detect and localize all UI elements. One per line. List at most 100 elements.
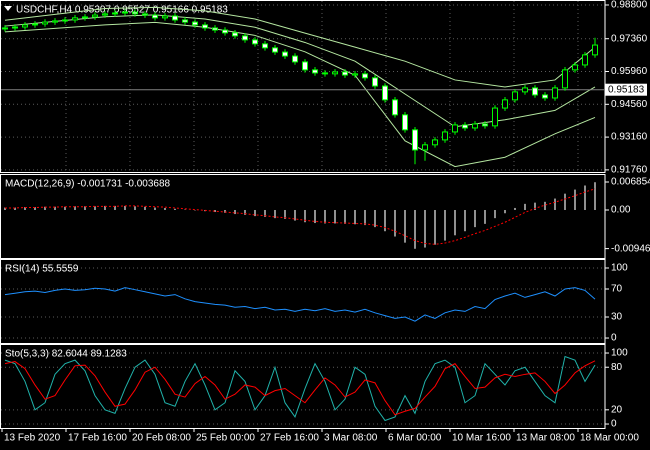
candle-body: [22, 24, 28, 28]
bollinger-band: [4, 6, 596, 88]
indicator-line: [4, 287, 596, 322]
y-tick-label: 0.91760: [611, 165, 648, 176]
candle-body: [342, 71, 348, 76]
candle-body: [152, 14, 158, 19]
candle-body: [292, 55, 298, 63]
candle-body: [272, 47, 278, 53]
panel-title: MACD(12,26,9) -0.001731 -0.003688: [5, 179, 171, 190]
y-tick-label: 0.006854: [611, 177, 650, 188]
y-tick-label: 80: [611, 362, 623, 373]
candle-body: [62, 19, 68, 22]
candle-body: [162, 15, 168, 19]
candle-body: [222, 29, 228, 34]
x-tick-label: 20 Feb 08:00: [132, 433, 191, 444]
y-tick-label: 30: [611, 312, 623, 323]
candle-body: [112, 12, 118, 15]
candle-body: [172, 15, 178, 21]
candle-body: [532, 87, 538, 96]
candle-body: [502, 99, 508, 109]
candle-body: [282, 51, 288, 57]
candle-body: [12, 26, 18, 29]
x-tick-label: 27 Feb 16:00: [260, 433, 319, 444]
candle-body: [322, 72, 328, 75]
current-price-box: [605, 83, 647, 96]
x-tick-label: 13 Mar 08:00: [516, 433, 575, 444]
y-tick-label: 0.94560: [611, 99, 648, 110]
candle-body: [32, 23, 38, 26]
y-tick-label: 20: [611, 404, 623, 415]
candle-body: [372, 77, 378, 87]
candle-body: [492, 107, 498, 127]
x-tick-label: 13 Feb 2020: [4, 433, 61, 444]
y-tick-label: 100: [611, 348, 628, 359]
candle-body: [242, 35, 248, 41]
candle-body: [302, 61, 308, 71]
candle-body: [402, 114, 408, 131]
candle-body: [422, 144, 428, 151]
candle-body: [482, 123, 488, 127]
candle-body: [42, 21, 48, 25]
bollinger-band: [4, 21, 596, 168]
candle-body: [262, 43, 268, 49]
candle-body: [142, 13, 148, 16]
candle-body: [122, 11, 128, 14]
candle-body: [232, 32, 238, 37]
candle-body: [82, 16, 88, 19]
y-tick-label: 0.00: [611, 205, 631, 216]
y-tick-label: 0.98800: [611, 0, 648, 11]
indicator-line: [4, 355, 596, 422]
candle-body: [592, 44, 598, 56]
y-tick-label: 0.97360: [611, 33, 648, 44]
x-tick-label: 6 Mar 00:00: [388, 433, 442, 444]
candle-body: [362, 73, 368, 79]
current-price-label: 0.95183: [608, 84, 645, 95]
candle-body: [52, 20, 58, 23]
y-tick-label: 0: [611, 419, 617, 430]
menu-triangle: [4, 6, 12, 11]
candle-body: [92, 14, 98, 18]
candle-body: [552, 87, 558, 99]
y-tick-label: 0.93160: [611, 132, 648, 143]
x-tick-label: 17 Feb 16:00: [68, 433, 127, 444]
candle-body: [432, 139, 438, 146]
candle-body: [452, 124, 458, 133]
candle-body: [2, 27, 8, 30]
candle-body: [192, 21, 198, 26]
y-tick-label: 100: [611, 263, 628, 274]
x-tick-label: 3 Mar 08:00: [324, 433, 378, 444]
panel-frame: [0, 174, 606, 259]
y-tick-label: 70: [611, 284, 623, 295]
candle-body: [412, 129, 418, 151]
candle-body: [542, 94, 548, 99]
candle-body: [72, 17, 78, 21]
candle-body: [252, 39, 258, 45]
panel-title: Sto(5,3,3) 82.6044 89.1283: [5, 349, 127, 360]
indicator-line: [4, 360, 596, 416]
candle-body: [312, 69, 318, 74]
panel-frame: [0, 259, 606, 344]
candle-body: [562, 69, 568, 89]
candle-body: [182, 19, 188, 23]
candle-body: [572, 64, 578, 71]
candle-body: [212, 27, 218, 31]
candle-body: [102, 13, 108, 16]
panel-frame: [0, 344, 606, 429]
candle-body: [332, 71, 338, 75]
y-tick-label: 0.95960: [611, 66, 648, 77]
candle-body: [202, 24, 208, 29]
candle-body: [512, 91, 518, 101]
x-tick-label: 18 Mar 00:00: [580, 433, 639, 444]
candle-body: [442, 131, 448, 141]
candle-body: [582, 54, 588, 66]
candle-body: [382, 85, 388, 101]
panel-title: RSI(14) 55.5559: [5, 264, 79, 275]
candle-body: [522, 87, 528, 93]
candle-body: [132, 11, 138, 15]
candle-body: [472, 123, 478, 129]
candle-body: [462, 124, 468, 129]
y-tick-label: 0: [611, 333, 617, 344]
candle-body: [352, 73, 358, 76]
x-tick-label: 10 Mar 16:00: [452, 433, 511, 444]
